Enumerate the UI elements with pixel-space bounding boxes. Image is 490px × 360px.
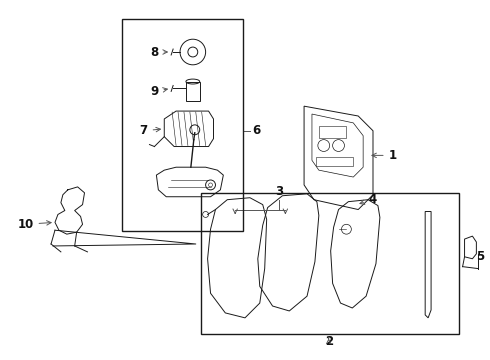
Text: 3: 3: [275, 185, 284, 198]
Text: 1: 1: [372, 149, 397, 162]
Text: 2: 2: [325, 335, 333, 348]
Text: 4: 4: [360, 193, 377, 206]
Text: 5: 5: [476, 250, 485, 263]
Bar: [186, 82, 200, 101]
Text: 6: 6: [252, 124, 260, 137]
Text: 7: 7: [140, 124, 160, 137]
Bar: [201, 193, 459, 334]
Bar: [122, 18, 243, 231]
Text: 8: 8: [150, 45, 167, 59]
Bar: [316, 157, 353, 166]
Text: 10: 10: [17, 218, 51, 231]
Bar: [319, 126, 346, 138]
Text: 9: 9: [150, 85, 168, 98]
